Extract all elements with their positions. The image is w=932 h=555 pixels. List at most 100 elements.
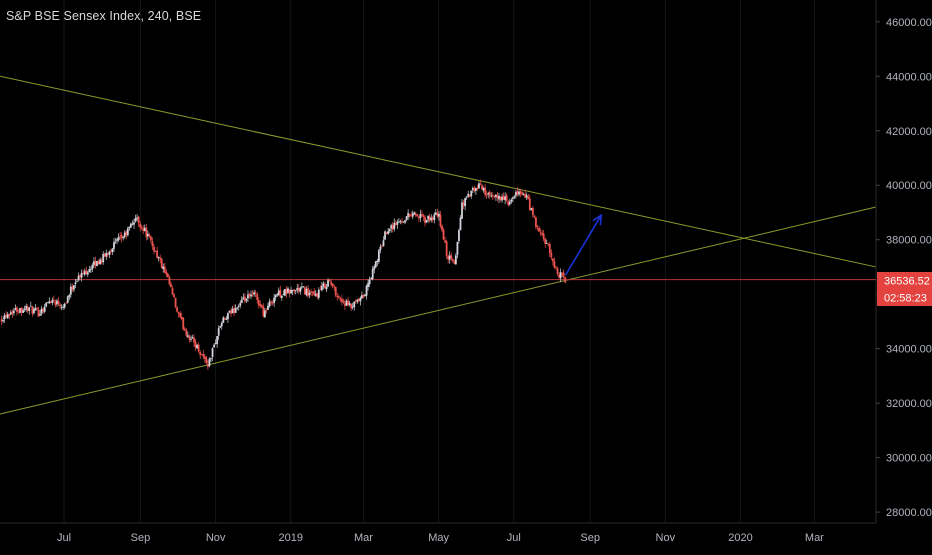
candle-body bbox=[130, 223, 132, 228]
candle-body bbox=[371, 269, 374, 279]
candle-body bbox=[14, 308, 17, 310]
candle-body bbox=[28, 307, 31, 311]
candle-body bbox=[450, 255, 453, 259]
trendlines[interactable] bbox=[0, 75, 877, 415]
candle-body bbox=[322, 283, 325, 287]
candle-body bbox=[390, 225, 393, 229]
candle-body bbox=[59, 304, 61, 307]
candle-body bbox=[533, 215, 536, 217]
candle-body bbox=[176, 307, 179, 312]
y-tick-label: 34000.00 bbox=[886, 344, 932, 356]
candle-body bbox=[324, 283, 326, 289]
time-axis[interactable]: Jul Sep Nov 2019 Mar May Jul Sep Nov 2020 Mar bbox=[57, 532, 824, 544]
last-price-tag-bg bbox=[877, 272, 932, 289]
candle-body bbox=[86, 272, 89, 275]
candle-body bbox=[547, 244, 550, 246]
candle-body bbox=[242, 297, 245, 300]
candle-body bbox=[319, 289, 322, 291]
candle-body bbox=[481, 185, 483, 190]
candle-body bbox=[388, 229, 391, 232]
candle-body bbox=[76, 281, 78, 283]
candle-body bbox=[243, 296, 246, 302]
candle-body bbox=[521, 192, 523, 195]
y-tick-label: 30000.00 bbox=[886, 453, 932, 465]
candle-body bbox=[377, 250, 380, 262]
candle-body bbox=[120, 234, 123, 239]
candle-body bbox=[62, 306, 65, 308]
candle-body bbox=[425, 220, 428, 223]
candle-body bbox=[361, 295, 363, 299]
candle-body bbox=[22, 310, 25, 313]
candle-body bbox=[210, 358, 212, 359]
candle-body bbox=[0, 319, 3, 322]
candle-body bbox=[276, 293, 279, 296]
candle-body bbox=[179, 313, 182, 318]
candle-body bbox=[46, 302, 49, 304]
candle-body bbox=[270, 301, 272, 303]
candle-body bbox=[498, 195, 500, 200]
candle-body bbox=[267, 305, 269, 310]
candle-body bbox=[376, 260, 379, 262]
candle-body bbox=[214, 342, 217, 345]
candle-body bbox=[402, 221, 405, 223]
candle-body bbox=[219, 326, 222, 328]
candle-body bbox=[499, 196, 502, 201]
candle-body bbox=[271, 302, 274, 304]
candle-body bbox=[373, 266, 376, 270]
candle-body bbox=[456, 242, 459, 255]
candle-body bbox=[325, 286, 328, 290]
candle-body bbox=[245, 299, 248, 301]
candle-body bbox=[501, 197, 503, 201]
price-tags: 36536.52 02:58:23 bbox=[877, 272, 932, 306]
candle-body bbox=[93, 261, 95, 265]
candle-body bbox=[197, 344, 200, 352]
candle-body bbox=[438, 213, 440, 217]
candle-body bbox=[536, 226, 539, 228]
candle-body bbox=[370, 278, 373, 280]
candle-body bbox=[484, 187, 487, 195]
candle-body bbox=[51, 299, 54, 303]
candle-body bbox=[493, 195, 496, 198]
candle-body bbox=[414, 213, 417, 216]
candle-body bbox=[316, 293, 319, 297]
candle-body bbox=[495, 194, 497, 197]
candle-body bbox=[394, 223, 397, 226]
candle-body bbox=[468, 195, 471, 197]
candle-body bbox=[151, 241, 154, 247]
candle-body bbox=[194, 341, 197, 348]
candle-body bbox=[488, 191, 491, 196]
candle-body bbox=[513, 196, 516, 198]
candle-body bbox=[368, 279, 371, 285]
candle-body bbox=[280, 295, 283, 298]
candle-body bbox=[365, 285, 368, 296]
candle-body bbox=[293, 289, 296, 292]
y-tick-label: 28000.00 bbox=[886, 507, 932, 519]
symbol-title[interactable]: S&P BSE Sensex Index, 240, BSE bbox=[6, 9, 202, 23]
candle-body bbox=[65, 302, 68, 304]
candle-body bbox=[356, 299, 359, 302]
arrow-head bbox=[592, 213, 603, 226]
candle-body bbox=[451, 259, 454, 261]
candle-body bbox=[544, 238, 547, 244]
candle-body bbox=[416, 214, 419, 217]
candle-body bbox=[200, 354, 203, 356]
candle-body bbox=[482, 187, 485, 191]
candle-body bbox=[290, 290, 292, 294]
candle-body bbox=[117, 237, 120, 241]
candle-body bbox=[180, 316, 183, 320]
candle-body bbox=[294, 290, 297, 292]
candle-body bbox=[80, 272, 83, 278]
candle-body bbox=[26, 306, 29, 312]
candle-body bbox=[146, 233, 149, 237]
candle-body bbox=[236, 307, 239, 309]
candle-body bbox=[419, 213, 422, 219]
candle-body bbox=[48, 301, 51, 304]
candle-body bbox=[108, 251, 111, 255]
candle-body bbox=[385, 232, 388, 234]
candle-body bbox=[17, 312, 20, 314]
candle-body bbox=[284, 289, 286, 296]
arrow-annotation[interactable] bbox=[564, 213, 603, 276]
candle-body bbox=[359, 297, 362, 302]
candle-body bbox=[362, 294, 365, 298]
